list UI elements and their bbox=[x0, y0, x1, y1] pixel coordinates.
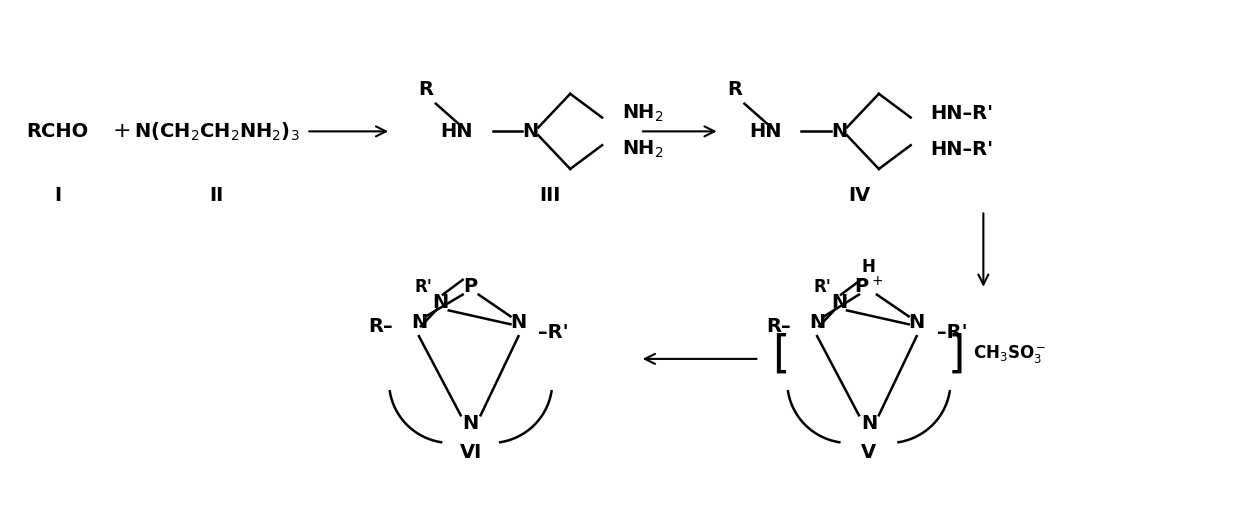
Text: P: P bbox=[464, 277, 477, 296]
Text: ]: ] bbox=[947, 332, 965, 376]
Text: IV: IV bbox=[848, 186, 870, 205]
Text: HN–R': HN–R' bbox=[930, 140, 993, 159]
Text: N(CH$_2$CH$_2$NH$_2$)$_3$: N(CH$_2$CH$_2$NH$_2$)$_3$ bbox=[134, 120, 300, 142]
Text: N: N bbox=[831, 122, 847, 141]
Text: R': R' bbox=[813, 278, 831, 296]
Text: HN: HN bbox=[749, 122, 781, 141]
Text: H: H bbox=[862, 258, 875, 276]
Text: R: R bbox=[727, 80, 742, 100]
Text: NH$_2$: NH$_2$ bbox=[622, 138, 663, 160]
Text: P$^+$: P$^+$ bbox=[854, 276, 883, 297]
Text: HN–R': HN–R' bbox=[930, 104, 993, 123]
Text: HN: HN bbox=[440, 122, 472, 141]
Text: CH$_3$SO$_3^-$: CH$_3$SO$_3^-$ bbox=[973, 343, 1047, 365]
Text: –R': –R' bbox=[538, 322, 569, 342]
Text: RCHO: RCHO bbox=[26, 122, 88, 141]
Text: III: III bbox=[539, 186, 560, 205]
Text: N: N bbox=[522, 122, 538, 141]
Text: I: I bbox=[55, 186, 61, 205]
Text: –R': –R' bbox=[936, 322, 967, 342]
Text: N: N bbox=[433, 293, 449, 312]
Text: [: [ bbox=[773, 332, 790, 376]
Text: NH$_2$: NH$_2$ bbox=[622, 103, 663, 124]
Text: N: N bbox=[410, 313, 427, 332]
Text: +: + bbox=[113, 121, 131, 141]
Text: VI: VI bbox=[460, 443, 482, 462]
Text: R–: R– bbox=[766, 317, 791, 336]
Text: II: II bbox=[210, 186, 224, 205]
Text: R–: R– bbox=[368, 317, 393, 336]
Text: N: N bbox=[808, 313, 826, 332]
Text: N: N bbox=[831, 293, 847, 312]
Text: R: R bbox=[418, 80, 433, 100]
Text: N: N bbox=[463, 414, 479, 433]
Text: N: N bbox=[861, 414, 877, 433]
Text: V: V bbox=[862, 443, 877, 462]
Text: N: N bbox=[909, 313, 925, 332]
Text: R': R' bbox=[415, 278, 433, 296]
Text: N: N bbox=[511, 313, 527, 332]
